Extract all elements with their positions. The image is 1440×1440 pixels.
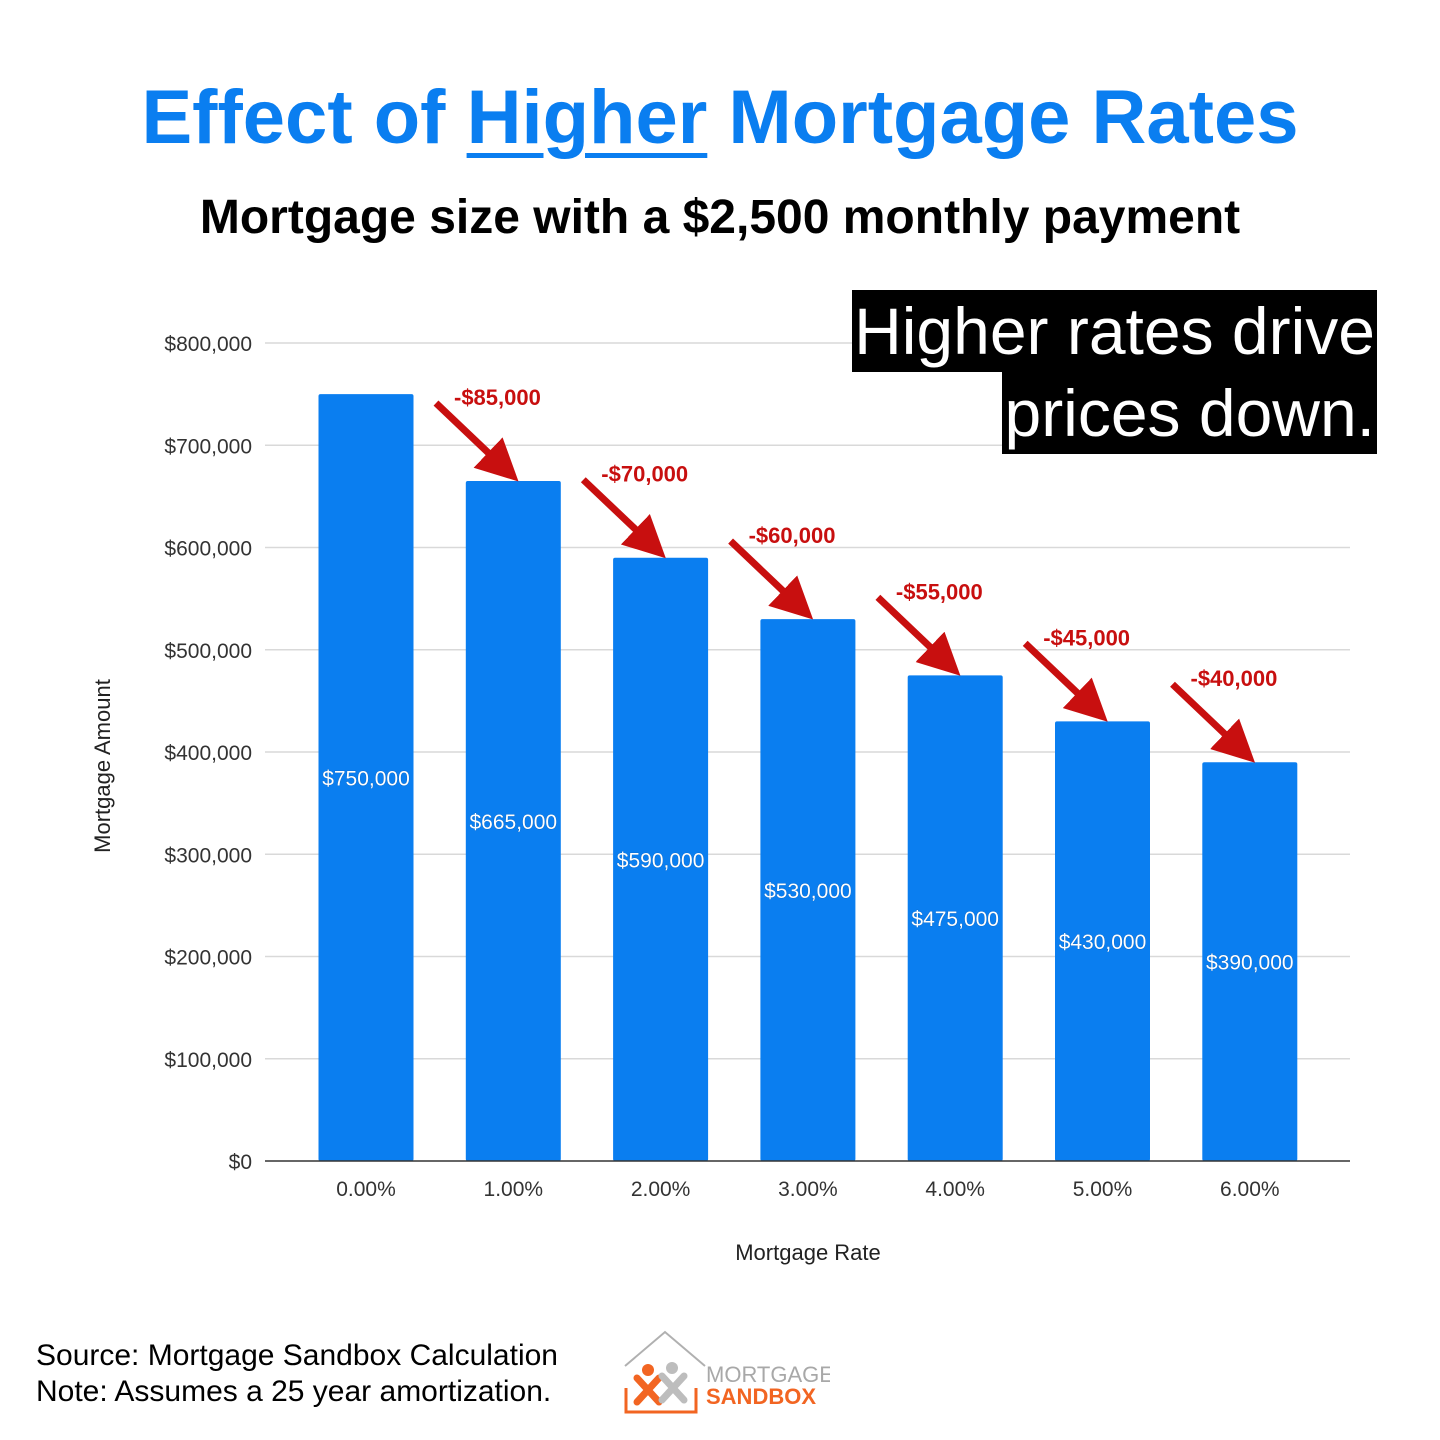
data-label: $665,000 (470, 811, 558, 834)
bar (1202, 762, 1298, 1161)
callout-line-1: Higher rates drive (852, 290, 1377, 372)
bar (465, 481, 561, 1162)
drop-label: -$40,000 (1191, 666, 1278, 691)
y-axis-title: Mortgage Amount (90, 679, 115, 853)
drop-arrow-icon (580, 477, 666, 559)
x-tick-label: 5.00% (1073, 1178, 1133, 1201)
y-tick-label: $700,000 (164, 435, 252, 458)
mortgage-sandbox-logo: MORTGAGE SANDBOX (624, 1330, 830, 1414)
bar (907, 675, 1003, 1161)
logo-text-line-1: MORTGAGE (706, 1362, 830, 1387)
bar (613, 557, 709, 1161)
y-tick-label: $100,000 (164, 1049, 252, 1072)
drop-label: -$85,000 (454, 385, 541, 410)
x-tick-label: 1.00% (484, 1178, 544, 1201)
title-prefix: Effect of (141, 75, 467, 160)
bar (760, 619, 856, 1161)
callout-line-2: prices down. (1002, 372, 1377, 454)
footnote: Source: Mortgage Sandbox Calculation Not… (36, 1338, 558, 1410)
drop-arrow-icon (1170, 681, 1256, 763)
y-tick-label: $0 (229, 1151, 252, 1174)
drop-label: -$55,000 (896, 579, 983, 604)
drop-arrow-icon (1022, 640, 1108, 722)
page-title: Effect of Higher Mortgage Rates (0, 72, 1440, 164)
y-tick-label: $400,000 (164, 742, 252, 765)
y-tick-label: $300,000 (164, 844, 252, 867)
x-tick-label: 4.00% (925, 1178, 985, 1201)
y-tick-label: $500,000 (164, 640, 252, 663)
callout-box: Higher rates drive prices down. (852, 290, 1377, 454)
y-tick-label: $800,000 (164, 333, 252, 356)
assumption-note: Note: Assumes a 25 year amortization. (36, 1375, 552, 1408)
x-tick-label: 6.00% (1220, 1178, 1280, 1201)
title-suffix: Mortgage Rates (707, 75, 1299, 160)
x-tick-label: 0.00% (336, 1178, 396, 1201)
drop-label: -$70,000 (601, 462, 688, 487)
y-tick-label: $200,000 (164, 947, 252, 970)
page-subtitle: Mortgage size with a $2,500 monthly paym… (199, 191, 1241, 244)
x-tick-label: 2.00% (631, 1178, 691, 1201)
bar (318, 394, 414, 1161)
bar (1055, 721, 1150, 1161)
drop-label: -$60,000 (749, 523, 836, 548)
data-label: $750,000 (322, 768, 410, 791)
logo-base-icon (624, 1388, 698, 1414)
logo-roof-icon (624, 1330, 706, 1367)
drop-label: -$45,000 (1043, 625, 1130, 650)
drop-arrow-icon (433, 400, 519, 482)
source-note: Source: Mortgage Sandbox Calculation (36, 1339, 558, 1372)
y-tick-label: $600,000 (164, 538, 252, 561)
drop-arrow-icon (728, 538, 814, 620)
drop-arrow-icon (875, 594, 961, 676)
data-label: $475,000 (911, 908, 999, 931)
data-label: $430,000 (1059, 931, 1147, 954)
title-emphasis: Higher (466, 75, 708, 160)
data-label: $390,000 (1206, 952, 1294, 975)
x-axis-title: Mortgage Rate (735, 1240, 881, 1265)
data-label: $530,000 (764, 880, 852, 903)
data-label: $590,000 (617, 849, 705, 872)
logo-person-icon (642, 1364, 654, 1376)
logo-text-line-2: SANDBOX (706, 1384, 816, 1409)
x-tick-label: 3.00% (778, 1178, 838, 1201)
